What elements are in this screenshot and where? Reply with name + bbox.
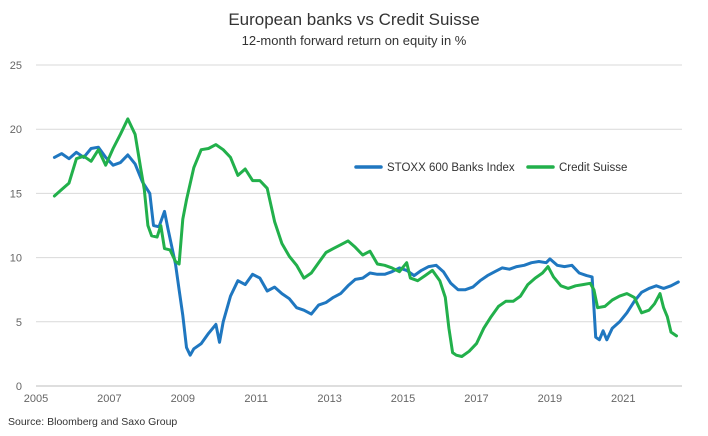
series-line-stoxx-600-banks bbox=[52, 145, 680, 357]
y-tick-label: 0 bbox=[16, 381, 22, 393]
source-note: Source: Bloomberg and Saxo Group bbox=[8, 416, 178, 428]
x-tick-label: 2019 bbox=[538, 393, 562, 405]
y-tick-label: 20 bbox=[10, 124, 22, 136]
x-tick-label: 2009 bbox=[171, 393, 195, 405]
y-tick-label: 25 bbox=[10, 60, 22, 72]
legend-credit-suisse-label: Credit Suisse bbox=[559, 162, 627, 174]
chart-subtitle: 12-month forward return on equity in % bbox=[241, 33, 467, 48]
series-line-credit-suisse bbox=[52, 117, 678, 358]
x-tick-label: 2007 bbox=[97, 393, 121, 405]
x-tick-label: 2011 bbox=[244, 393, 268, 405]
x-tick-label: 2015 bbox=[391, 393, 415, 405]
x-tick-label: 2013 bbox=[317, 393, 341, 405]
x-tick-label: 2005 bbox=[24, 393, 48, 405]
chart-title: European banks vs Credit Suisse bbox=[228, 10, 480, 29]
legend-stoxx-600-banks-label: STOXX 600 Banks Index bbox=[387, 162, 515, 174]
y-tick-label: 5 bbox=[16, 317, 22, 329]
x-tick-label: 2021 bbox=[611, 393, 635, 405]
x-tick-label: 2017 bbox=[464, 393, 488, 405]
y-tick-label: 10 bbox=[10, 253, 22, 265]
y-tick-label: 15 bbox=[10, 188, 22, 200]
